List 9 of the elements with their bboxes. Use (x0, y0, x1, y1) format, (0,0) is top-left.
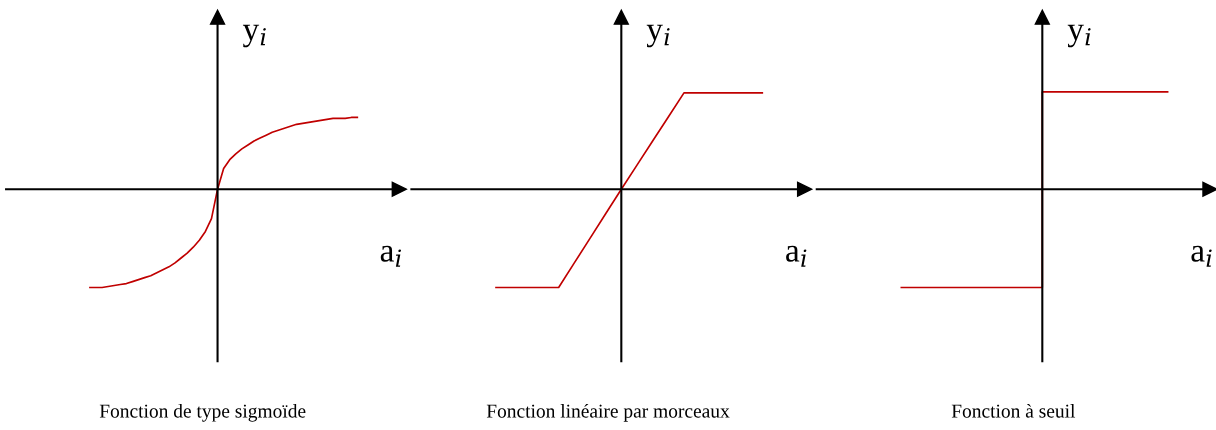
y-axis-title: y$_{i}$ (646, 24, 670, 48)
x-axis-title: a$_{i}$ (786, 245, 807, 267)
y-axis-title: y$_{i}$ (242, 24, 266, 48)
text: Fonction à seuil (951, 403, 1076, 418)
x-axis-title: a$_{i}$ (380, 245, 401, 267)
y-axis-title: y$_{i}$ (1067, 24, 1091, 48)
x-axis-title: a$_{i}$ (1191, 245, 1212, 267)
text: Fonction linéaire par morceaux (486, 403, 730, 422)
text: Fonction de type sigmoïde (99, 403, 306, 422)
